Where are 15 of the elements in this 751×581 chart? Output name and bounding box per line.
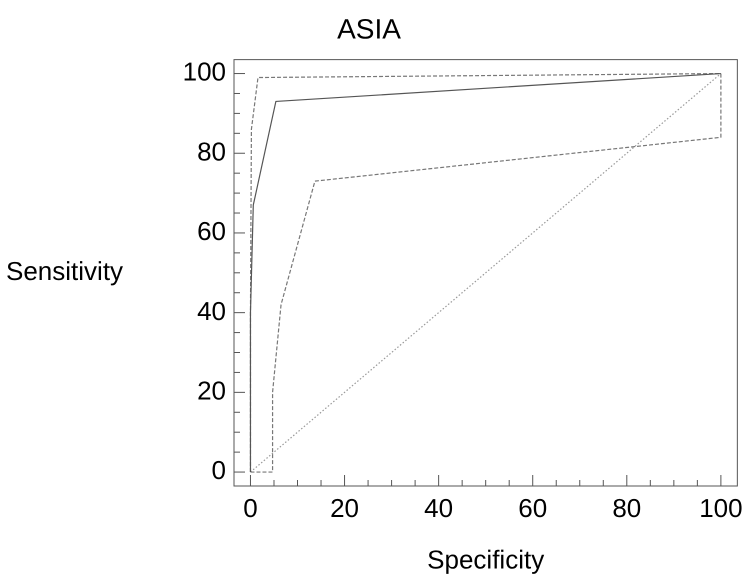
x-axis-title: Specificity [427, 544, 544, 575]
chart-title: ASIA [337, 14, 402, 45]
x-tick-label: 100 [699, 492, 743, 523]
y-tick-label: 0 [212, 455, 226, 486]
y-tick-label: 40 [197, 296, 226, 326]
x-tick-label: 40 [424, 492, 454, 523]
x-tick-label: 0 [243, 492, 258, 523]
x-tick-label: 60 [518, 492, 548, 523]
x-tick-label: 80 [612, 492, 642, 523]
y-tick-label: 60 [197, 216, 226, 246]
y-axis-title: Sensitivity [6, 256, 124, 286]
y-tick-label: 100 [182, 56, 226, 87]
y-tick-label: 80 [197, 136, 226, 166]
y-tick-label: 20 [197, 376, 226, 406]
x-tick-label: 20 [330, 492, 360, 523]
